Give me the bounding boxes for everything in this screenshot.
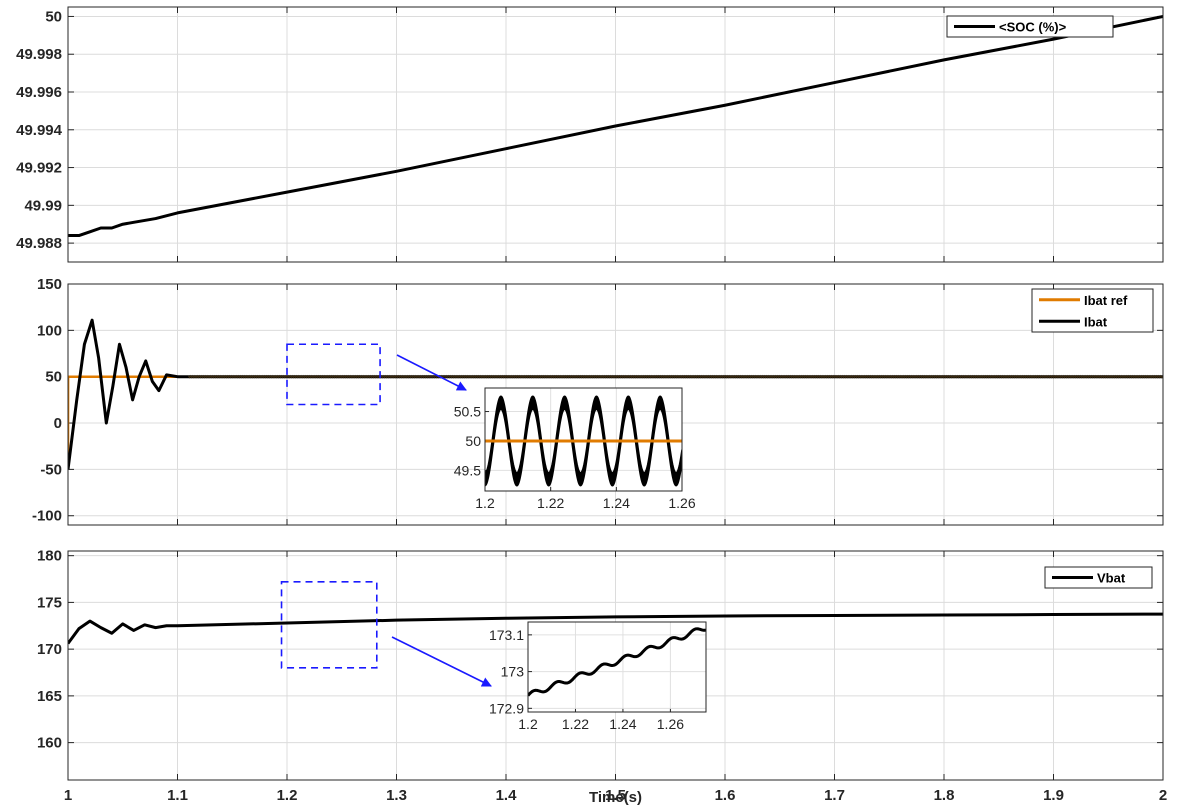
inset-x-tick-label: 1.2 (475, 495, 495, 511)
axes-box (67, 6, 1164, 263)
y-tick-label: 50 (45, 8, 62, 25)
inset-x-tick-label: 1.24 (603, 495, 630, 511)
inset-y-tick-label: 173 (501, 664, 525, 680)
inset-y-tick-label: 49.5 (454, 462, 481, 478)
y-tick-label: 50 (45, 369, 62, 386)
inset-plot-area (528, 622, 706, 712)
x-tick-label: 1 (64, 787, 72, 804)
axes-box (67, 550, 1164, 781)
legend-box (1031, 288, 1154, 333)
y-tick-label: 100 (37, 322, 62, 339)
y-tick-label: 180 (37, 548, 62, 565)
inset-y-tick-label: 173.1 (489, 627, 524, 643)
y-tick-label: 49.994 (16, 122, 63, 139)
zoom-arrow (391, 636, 492, 687)
legend-box (1044, 566, 1153, 589)
inset-plot: 49.5 50 50.5 1.2 1.22 1.24 1.26 (454, 387, 696, 511)
inset-x-tick-label: 1.22 (537, 495, 564, 511)
x-tick-label: 1.4 (496, 787, 518, 804)
inset-x-tick-label: 1.26 (668, 495, 695, 511)
y-tick-label: 175 (37, 594, 62, 611)
legend-label: Vbat (1097, 571, 1126, 586)
chart-panel-1: 49.988 49.99 49.992 49.994 49.996 49.998 50 <SO… (16, 6, 1164, 263)
y-tick-label: 165 (37, 688, 62, 705)
chart-panel-3: 160 165 170 175 180 1 1.1 1.2 1.3 1.4 1.5 1.6 1.7 1.8… (37, 548, 1167, 806)
x-tick-label: 1.5 (605, 787, 626, 804)
zoom-region-box (286, 343, 381, 406)
x-tick-label: 1.6 (715, 787, 736, 804)
x-tick-label: 1.1 (167, 787, 188, 804)
inset-plot: 172.9 173 173.1 1.2 1.22 1.24 1.26 (489, 621, 707, 732)
inset-y-tick-label: 50.5 (454, 404, 481, 420)
x-tick-label: 2 (1159, 787, 1167, 804)
inset-x-tick-label: 1.24 (609, 716, 636, 732)
chart-panel-2: -100 -50 0 50 100 150 49.5 50 50.5 1.2 1.22 1.24 1.2… (32, 276, 1164, 526)
y-tick-label: 49.988 (16, 235, 62, 252)
axes-box (67, 283, 1164, 526)
y-tick-label: 160 (37, 735, 62, 752)
y-tick-label: 49.998 (16, 46, 62, 63)
inset-vbat-line (528, 627, 706, 697)
y-tick-label: -50 (40, 461, 62, 478)
legend-label: <SOC (%)> (999, 20, 1067, 35)
legend: <SOC (%)> (946, 15, 1114, 38)
series-group (68, 14, 1163, 238)
inset-axes-box (527, 621, 707, 713)
ibat-steady-ripple (187, 374, 1163, 379)
y-tick-label: 0 (54, 415, 62, 432)
series-group (68, 612, 1163, 645)
inset-x-tick-label: 1.26 (657, 716, 684, 732)
series-line-ibat (68, 318, 1163, 470)
y-tick-label: -100 (32, 508, 62, 525)
legend: Ibat ref Ibat (1031, 288, 1154, 333)
inset-series-group (485, 395, 682, 487)
legend-box (946, 15, 1114, 38)
zoom-arrow (396, 354, 467, 391)
inset-ibat-band (485, 395, 682, 487)
y-tick-label: 170 (37, 641, 62, 658)
inset-x-tick-label: 1.22 (562, 716, 589, 732)
x-axis-label: Time(s) (589, 789, 642, 806)
y-tick-label: 49.992 (16, 160, 62, 177)
y-tick-label: 150 (37, 276, 62, 293)
series-line-vbat (68, 612, 1163, 645)
inset-series-group (528, 627, 706, 697)
x-tick-label: 1.2 (277, 787, 298, 804)
legend: Vbat (1044, 566, 1153, 589)
series-line--soc- (68, 14, 1163, 238)
zoom-region-box (280, 581, 378, 669)
legend-label: Ibat (1084, 314, 1108, 329)
y-tick-label: 49.996 (16, 84, 62, 101)
x-tick-label: 1.8 (934, 787, 955, 804)
inset-axes-box (484, 387, 683, 492)
legend-label: Ibat ref (1084, 293, 1128, 308)
inset-y-tick-label: 50 (465, 433, 481, 449)
x-tick-label: 1.9 (1043, 787, 1064, 804)
inset-x-tick-label: 1.2 (518, 716, 538, 732)
x-tick-label: 1.7 (824, 787, 845, 804)
y-tick-label: 49.99 (24, 197, 62, 214)
inset-y-tick-label: 172.9 (489, 700, 524, 716)
x-tick-label: 1.3 (386, 787, 407, 804)
